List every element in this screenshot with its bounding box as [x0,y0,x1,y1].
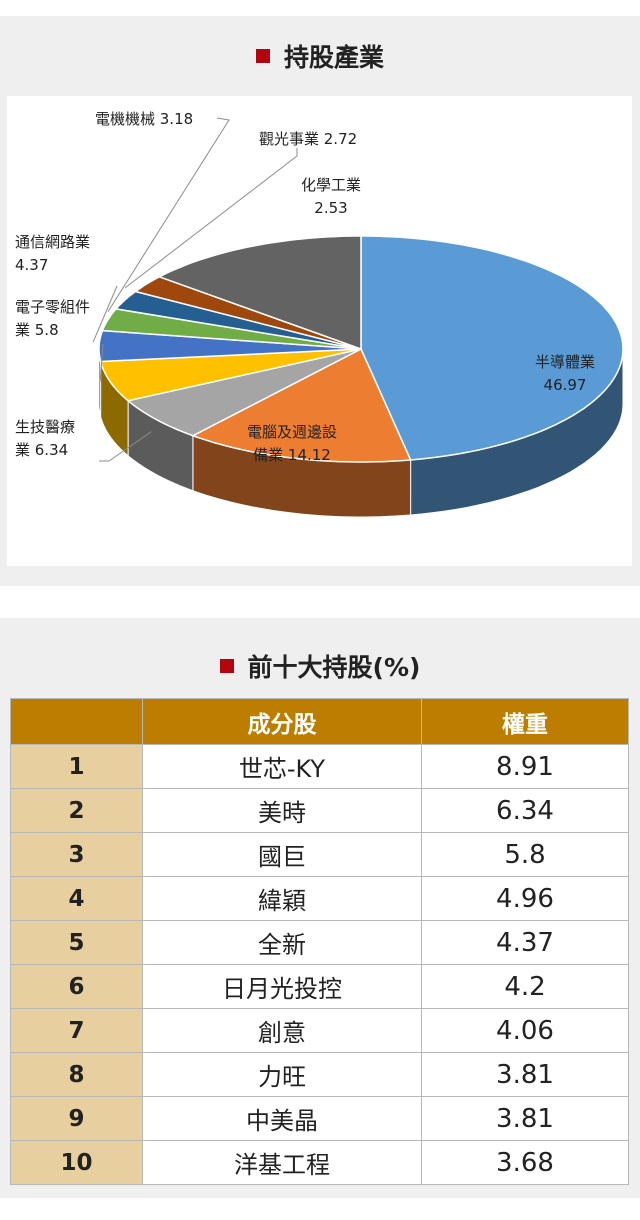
weight-cell: 3.81 [421,1096,629,1141]
industry-title-text: 持股產業 [283,43,384,72]
slice-label-5: 通信網路業 4.37 [15,231,90,277]
title-bullet-icon [219,659,234,673]
pie-slice-7 [114,290,362,350]
rank-cell: 6 [10,964,143,1009]
slice-label-line: 4.37 [15,256,49,274]
rank-cell: 7 [10,1008,143,1053]
stock-cell: 日月光投控 [142,964,422,1009]
pie-slice-2 [191,347,412,463]
table-header-row: 成分股 權重 [10,698,629,745]
rank-cell: 4 [10,876,143,921]
slice-label-line: 業 5.8 [15,321,59,339]
leader-line [99,431,152,462]
slice-label-line: 業 6.34 [15,441,69,459]
rank-cell: 2 [10,788,143,833]
slice-label-line: 46.97 [543,376,587,394]
title-bullet-icon [255,49,270,63]
weight-cell: 4.2 [421,964,629,1009]
industry-title: 持股產業 [0,38,640,74]
slice-label-line: 2.53 [314,199,348,217]
slice-label-line: 電機機械 3.18 [95,110,194,128]
slice-label-line: 觀光事業 2.72 [259,130,358,148]
pie-slice-1 [360,235,624,461]
weight-cell: 8.91 [421,744,629,789]
stock-cell: 世芯-KY [142,744,422,789]
table-row: 2 美時 6.34 [10,788,629,833]
top-holdings-title: 前十大持股(%) [0,648,640,684]
pie-slice-3 [126,348,362,437]
weight-cell: 4.06 [421,1008,629,1053]
weight-cell: 5.8 [421,832,629,877]
pie-slice-4 [99,348,362,402]
weight-cell: 4.96 [421,876,629,921]
leader-line [107,117,230,312]
rank-cell: 10 [10,1140,143,1185]
stock-cell: 創意 [142,1008,422,1053]
slice-label-line: 電子零組件 [15,298,91,316]
leader-line [99,343,104,382]
slice-label-6: 電機機械 3.18 [95,108,193,131]
slice-label-line: 備業 14.12 [253,446,331,464]
leader-line [124,148,298,289]
industry-panel: 持股產業 半導體業 46.97 電腦及週邊設 備業 14.12 生技醫療業 6.34 電子… [0,16,640,586]
slice-label-line: 半導體業 [535,353,596,371]
stock-cell: 中美晶 [142,1096,422,1141]
pie-slice-5 [98,329,362,363]
pie-chart-svg [92,117,624,518]
weight-cell: 6.34 [421,788,629,833]
table-row: 4 緯穎 4.96 [10,876,629,921]
weight-cell: 4.37 [421,920,629,965]
slice-label-3: 生技醫療業 6.34 [15,416,75,462]
table-row: 5 全新 4.37 [10,920,629,965]
stock-cell: 全新 [142,920,422,965]
slice-label-line: 通信網路業 [15,233,91,251]
table-row: 6 日月光投控 4.2 [10,964,629,1009]
pie-slice-other [157,235,362,351]
table-row: 1 世芯-KY 8.91 [10,744,629,789]
stock-cell: 力旺 [142,1052,422,1097]
slice-label-7: 觀光事業 2.72 [259,128,357,151]
slice-label-1: 半導體業 46.97 [535,351,595,397]
table-row: 10 洋基工程 3.68 [10,1140,629,1185]
table-row: 7 創意 4.06 [10,1008,629,1053]
table-row: 9 中美晶 3.81 [10,1096,629,1141]
stock-cell: 洋基工程 [142,1140,422,1185]
stock-cell: 國巨 [142,832,422,877]
weight-cell: 3.81 [421,1052,629,1097]
rank-cell: 3 [10,832,143,877]
header-stock: 成分股 [142,698,422,745]
slice-label-line: 化學工業 [301,176,362,194]
pie-slice-8 [133,275,362,350]
table-row: 8 力旺 3.81 [10,1052,629,1097]
slice-label-4: 電子零組件業 5.8 [15,296,90,342]
header-rank [10,698,143,745]
weight-cell: 3.68 [421,1140,629,1185]
slice-label-2: 電腦及週邊設 備業 14.12 [247,421,337,467]
slice-label-line: 電腦及週邊設 [247,423,338,441]
table-row: 3 國巨 5.8 [10,832,629,877]
slice-label-8: 化學工業 2.53 [301,174,361,220]
top-holdings-title-text: 前十大持股(%) [247,653,421,682]
rank-cell: 1 [10,744,143,789]
rank-cell: 9 [10,1096,143,1141]
stock-cell: 緯穎 [142,876,422,921]
slice-label-line: 生技醫療 [15,418,76,436]
rank-cell: 8 [10,1052,143,1097]
header-weight: 權重 [421,698,629,745]
leader-line [92,285,118,343]
top-holdings-panel: 前十大持股(%) 成分股 權重 1 世芯-KY 8.91 2 美時 6.34 3 國巨 5.… [0,618,640,1198]
top-holdings-table: 成分股 權重 1 世芯-KY 8.91 2 美時 6.34 3 國巨 5.8 4 緯穎 4.96… [10,698,629,1185]
rank-cell: 5 [10,920,143,965]
pie-chart: 半導體業 46.97 電腦及週邊設 備業 14.12 生技醫療業 6.34 電子零組件業 … [7,96,632,566]
stock-cell: 美時 [142,788,422,833]
